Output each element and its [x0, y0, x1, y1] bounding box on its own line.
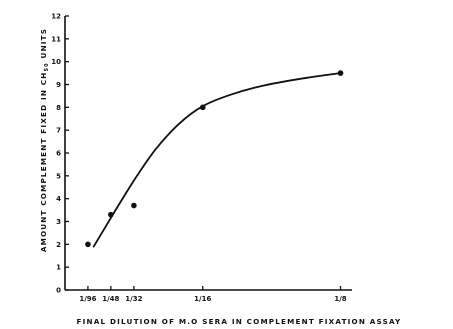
data-point — [108, 211, 114, 218]
y-tick-label: 8 — [56, 104, 61, 112]
fitted-curve — [92, 72, 342, 248]
data-point — [131, 202, 137, 209]
y-tick-label: 4 — [56, 195, 61, 203]
y-tick-label: 9 — [56, 81, 61, 89]
x-tick-label: 1/32 — [125, 295, 142, 303]
y-axis-label-subscript: 50 — [44, 62, 50, 71]
y-tick-label: 2 — [56, 241, 61, 249]
y-tick-label: 11 — [51, 35, 61, 43]
data-point — [337, 70, 344, 76]
y-tick-label: 5 — [56, 172, 61, 180]
data-point — [85, 241, 91, 248]
y-tick-label: 3 — [56, 218, 61, 226]
y-axis-label: AMOUNT COMPLEMENT FIXED IN CH50 UNITS — [39, 28, 50, 252]
chart-axes — [64, 16, 352, 291]
data-points — [85, 70, 344, 248]
x-axis-label: FINAL DILUTION OF M.O SERA IN COMPLEMENT… — [77, 317, 402, 326]
y-axis-label-suffix: UNITS — [39, 28, 48, 62]
data-point — [199, 104, 206, 111]
x-tick-label: 1/48 — [102, 295, 119, 303]
x-tick-label: 1/8 — [334, 295, 346, 303]
y-axis-label-prefix: AMOUNT COMPLEMENT FIXED IN CH — [39, 72, 48, 253]
y-tick-label: 0 — [56, 287, 61, 295]
x-tick-label: 1/16 — [194, 295, 211, 303]
y-tick-label: 10 — [51, 58, 61, 66]
y-tick-label: 1 — [56, 264, 61, 272]
y-tick-label: 6 — [56, 150, 61, 158]
x-tick-label: 1/96 — [79, 295, 96, 303]
y-tick-label: 12 — [51, 13, 61, 21]
x-axis-ticks: 1/96 1/48 1/32 1/16 1/8 — [79, 286, 347, 303]
y-tick-label: 7 — [56, 127, 61, 135]
